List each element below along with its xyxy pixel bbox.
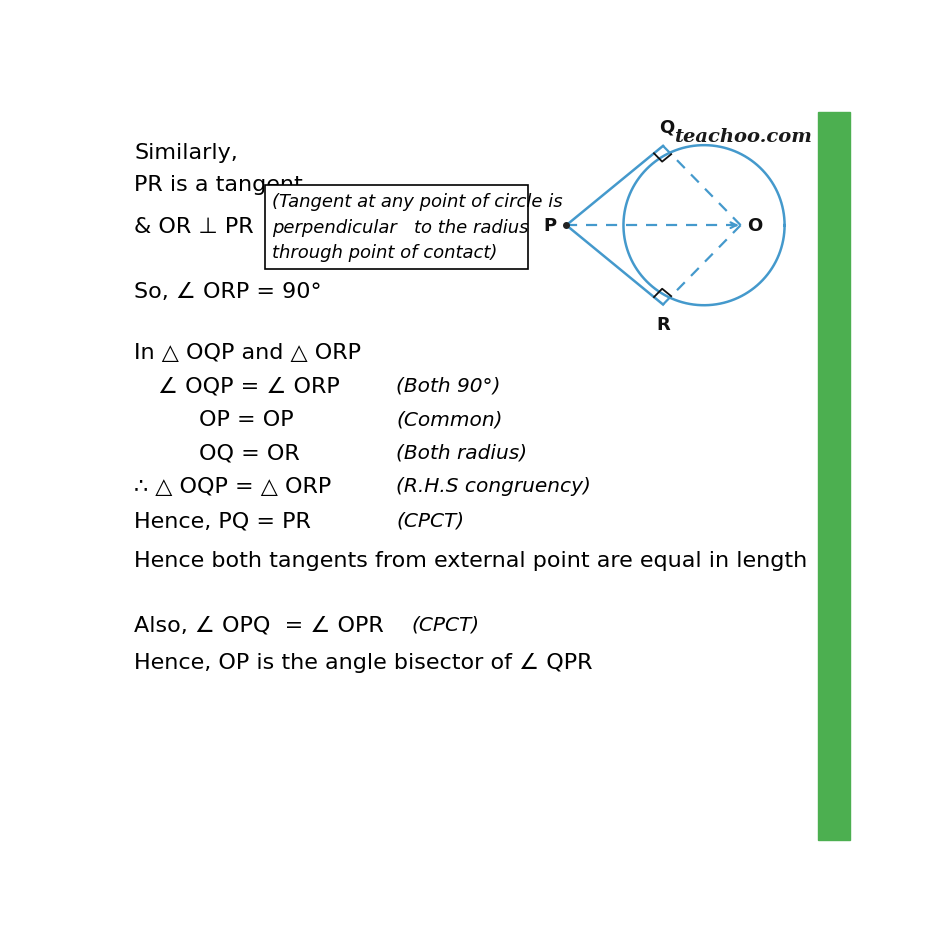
Text: (Both 90°): (Both 90°) <box>396 377 500 396</box>
Text: ∴ △ OQP = △ ORP: ∴ △ OQP = △ ORP <box>134 477 331 497</box>
Text: R: R <box>655 315 669 333</box>
Text: P: P <box>543 217 555 235</box>
Text: So, ∠ ORP = 90°: So, ∠ ORP = 90° <box>134 282 322 302</box>
Text: (R.H.S congruency): (R.H.S congruency) <box>396 477 591 496</box>
Text: OP = OP: OP = OP <box>198 410 293 430</box>
Text: Hence, OP is the angle bisector of ∠ QPR: Hence, OP is the angle bisector of ∠ QPR <box>134 652 592 673</box>
Text: ∠ OQP = ∠ ORP: ∠ OQP = ∠ ORP <box>159 377 340 396</box>
Text: teachoo.com: teachoo.com <box>673 127 811 145</box>
Text: (Tangent at any point of circle is: (Tangent at any point of circle is <box>272 194 562 211</box>
Text: Hence, PQ = PR: Hence, PQ = PR <box>134 511 311 531</box>
Text: (CPCT): (CPCT) <box>396 511 464 530</box>
Text: & OR ⊥ PR: & OR ⊥ PR <box>134 216 254 237</box>
Text: O: O <box>746 217 761 235</box>
Text: PR is a tangent: PR is a tangent <box>134 175 303 195</box>
Text: Similarly,: Similarly, <box>134 143 238 162</box>
Bar <box>818 113 850 840</box>
Text: through point of contact): through point of contact) <box>272 244 497 261</box>
Text: In △ OQP and △ ORP: In △ OQP and △ ORP <box>134 343 361 362</box>
Text: (Both radius): (Both radius) <box>396 444 527 463</box>
Text: perpendicular   to the radius: perpendicular to the radius <box>272 219 528 237</box>
Text: (Common): (Common) <box>396 410 502 429</box>
Text: Hence both tangents from external point are equal in length: Hence both tangents from external point … <box>134 551 806 571</box>
Text: Also, ∠ OPQ  = ∠ OPR: Also, ∠ OPQ = ∠ OPR <box>134 615 383 634</box>
Text: (CPCT): (CPCT) <box>411 615 479 633</box>
Bar <box>264 186 528 270</box>
Text: OQ = OR: OQ = OR <box>198 444 299 464</box>
Text: Q: Q <box>658 119 674 137</box>
